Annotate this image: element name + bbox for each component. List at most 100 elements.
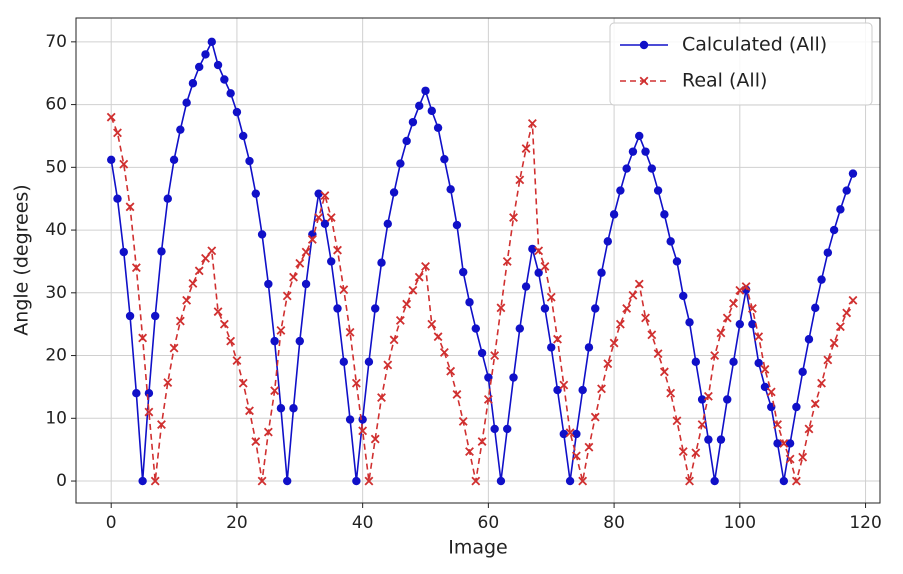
- point: [597, 268, 606, 277]
- point: [188, 278, 198, 288]
- point: [710, 476, 719, 486]
- point: [779, 476, 789, 486]
- x-tick-label: 40: [352, 513, 374, 533]
- point: [817, 275, 826, 284]
- point: [773, 420, 782, 430]
- point: [628, 290, 638, 300]
- point: [333, 245, 342, 255]
- x-tick-label: 20: [226, 513, 248, 533]
- point: [188, 79, 198, 88]
- point: [754, 358, 763, 368]
- point: [263, 427, 273, 437]
- point: [597, 384, 606, 394]
- point: [666, 237, 675, 246]
- point: [157, 247, 166, 256]
- x-axis-label: Image: [448, 537, 508, 559]
- point: [408, 285, 418, 295]
- point: [377, 258, 386, 267]
- point: [471, 476, 481, 486]
- point: [276, 326, 286, 335]
- point: [207, 246, 217, 256]
- point: [295, 336, 304, 346]
- point: [760, 364, 770, 374]
- point: [415, 101, 424, 111]
- point: [364, 476, 374, 486]
- point: [314, 213, 324, 222]
- point: [735, 285, 745, 295]
- point: [169, 155, 179, 164]
- point: [477, 437, 487, 446]
- series-line: [110, 39, 854, 482]
- point: [691, 357, 701, 367]
- point: [364, 357, 374, 367]
- point: [785, 439, 795, 448]
- point: [678, 447, 688, 456]
- point: [483, 395, 493, 404]
- point: [151, 311, 160, 321]
- point: [345, 327, 355, 337]
- point: [238, 378, 248, 388]
- point: [396, 159, 405, 168]
- point: [175, 316, 185, 326]
- point: [502, 257, 512, 266]
- point: [578, 476, 588, 486]
- point: [559, 380, 569, 390]
- legend-box: [609, 22, 873, 106]
- point: [842, 186, 851, 195]
- y-axis-label: Angle (degrees): [11, 184, 33, 335]
- point: [829, 338, 839, 348]
- point: [245, 406, 254, 416]
- point: [647, 330, 657, 340]
- point: [119, 159, 129, 169]
- point: [609, 210, 619, 219]
- point: [503, 424, 512, 434]
- point: [414, 272, 424, 282]
- point: [641, 147, 650, 156]
- point: [722, 313, 732, 323]
- point: [723, 395, 732, 404]
- point: [239, 131, 248, 141]
- point: [628, 147, 638, 156]
- legend: Calculated (All) Real (All): [609, 22, 873, 106]
- x-tick-label: 80: [603, 513, 625, 533]
- point: [446, 185, 455, 194]
- point: [679, 291, 688, 301]
- point: [314, 189, 323, 198]
- point: [307, 235, 317, 244]
- point: [823, 248, 833, 257]
- point: [635, 131, 644, 141]
- point: [132, 389, 141, 398]
- point: [452, 220, 462, 230]
- legend-marker: [639, 40, 649, 50]
- point: [301, 279, 311, 289]
- point: [163, 378, 173, 387]
- point: [729, 299, 738, 308]
- point: [439, 347, 449, 357]
- point: [389, 335, 399, 345]
- point: [201, 50, 210, 59]
- point: [433, 123, 443, 132]
- point: [779, 438, 789, 448]
- point: [804, 424, 814, 434]
- point: [421, 86, 430, 95]
- point: [515, 324, 525, 333]
- point: [527, 118, 537, 128]
- y-tick-label: 50: [45, 157, 67, 177]
- point: [194, 266, 204, 276]
- point: [609, 338, 619, 348]
- point: [283, 476, 292, 486]
- point: [622, 164, 631, 173]
- point: [176, 125, 185, 134]
- point: [383, 360, 393, 370]
- point: [295, 258, 305, 268]
- point: [741, 282, 751, 291]
- point: [144, 389, 154, 398]
- point: [653, 186, 663, 195]
- point: [672, 257, 682, 266]
- point: [226, 336, 236, 346]
- point: [647, 164, 657, 173]
- point: [446, 366, 456, 376]
- point: [270, 386, 280, 396]
- point: [641, 313, 650, 323]
